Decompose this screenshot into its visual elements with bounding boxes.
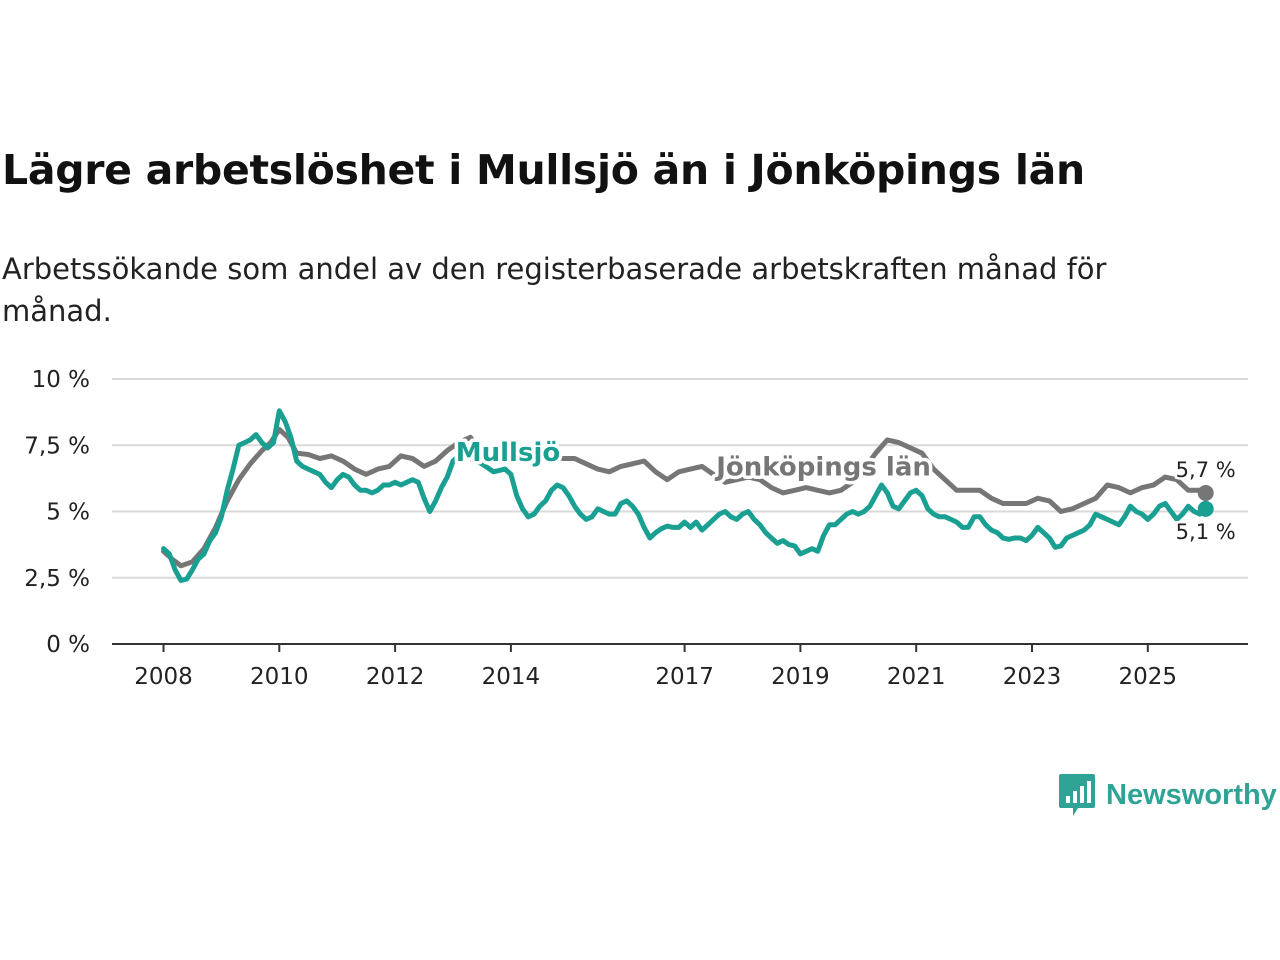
y-tick-label: 7,5 % bbox=[24, 433, 90, 459]
y-grid bbox=[112, 378, 1248, 579]
newsworthy-logo-text: Newsworthy bbox=[1106, 778, 1277, 811]
end-point-jonkopings-lan bbox=[1197, 484, 1214, 501]
series-labels: Mullsjö Jönköpings län 5,7 % 5,1 % bbox=[452, 435, 1238, 547]
x-tick-label: 2021 bbox=[887, 664, 946, 690]
y-tick-label: 10 % bbox=[32, 367, 90, 393]
newsworthy-logo[interactable]: Newsworthy bbox=[1058, 772, 1277, 818]
x-axis: 2008 2010 2012 2014 2017 2019 2021 2023 2025 bbox=[112, 643, 1248, 690]
series-line-mullsjo bbox=[161, 408, 1209, 583]
y-axis-ticks: 0 % 2,5 % 5 % 7,5 % 10 % bbox=[24, 367, 90, 658]
y-tick-label: 5 % bbox=[46, 500, 90, 526]
x-tick-label: 2025 bbox=[1119, 664, 1178, 690]
series-lines bbox=[161, 408, 1214, 583]
chart-subtitle: Arbetssökande som andel av den registerb… bbox=[2, 252, 1107, 328]
y-tick-label: 0 % bbox=[46, 632, 90, 658]
y-tick-label: 2,5 % bbox=[24, 566, 90, 592]
x-tick-label: 2019 bbox=[771, 664, 830, 690]
end-value-label: 5,7 % bbox=[1176, 458, 1236, 482]
series-annotation-label: Jönköpings län bbox=[714, 453, 931, 483]
x-tick-label: 2014 bbox=[482, 664, 541, 690]
x-tick-label: 2017 bbox=[655, 664, 714, 690]
x-tick-label: 2010 bbox=[250, 664, 309, 690]
newsworthy-logo-icon bbox=[1059, 774, 1095, 816]
chart-title: Lägre arbetslöshet i Mullsjö än i Jönköp… bbox=[2, 146, 1085, 194]
series-line-jonkopings-lan bbox=[161, 426, 1209, 569]
end-value-label: 5,1 % bbox=[1176, 520, 1236, 544]
end-point-mullsjo bbox=[1197, 500, 1214, 517]
series-annotation-label: Mullsjö bbox=[456, 438, 560, 468]
x-tick-label: 2012 bbox=[366, 664, 425, 690]
x-tick-label: 2008 bbox=[134, 664, 193, 690]
x-tick-label: 2023 bbox=[1003, 664, 1062, 690]
line-chart: 0 % 2,5 % 5 % 7,5 % 10 % 2008 2010 2012 2014 201… bbox=[24, 367, 1248, 690]
